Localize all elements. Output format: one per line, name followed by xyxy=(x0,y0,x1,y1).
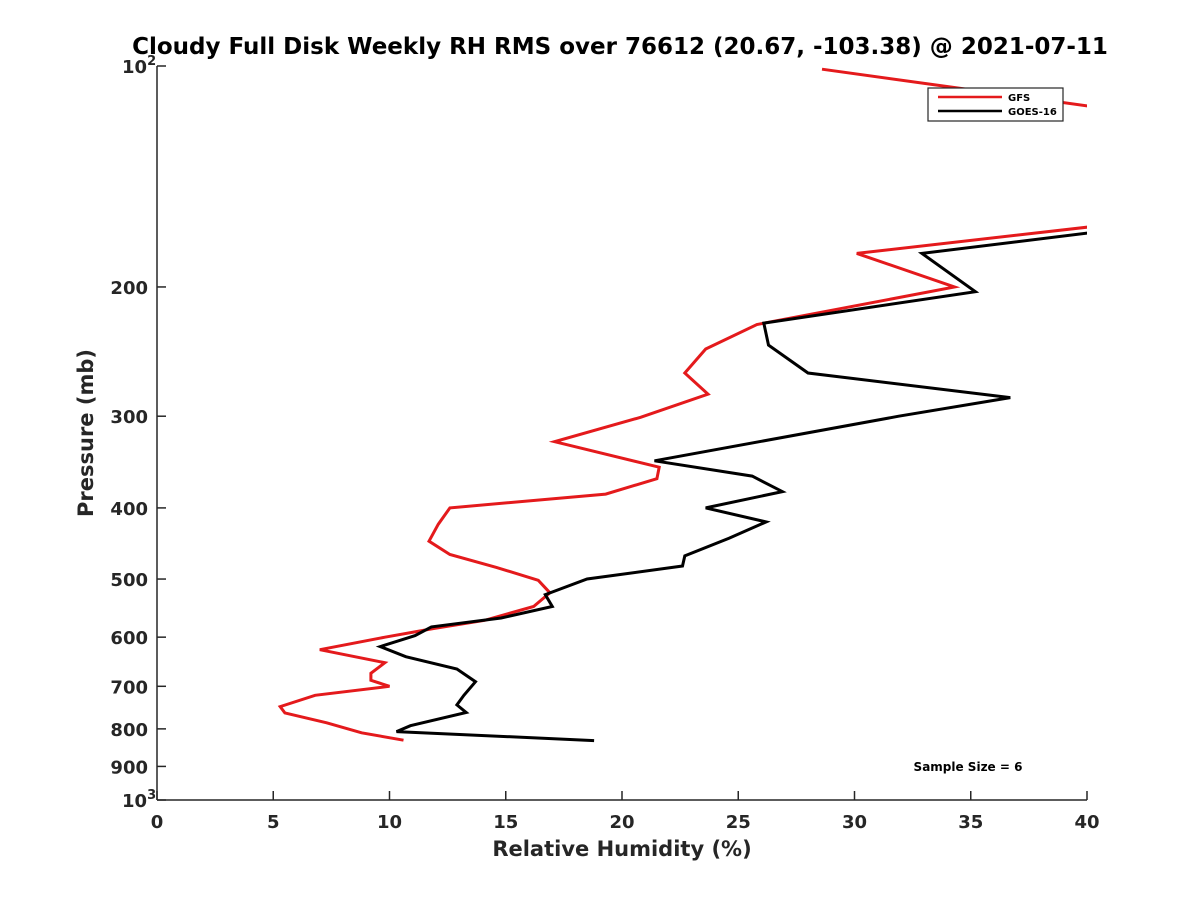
x-tick-label: 30 xyxy=(842,812,867,833)
x-tick-label: 15 xyxy=(493,812,518,833)
legend-label-gfs: GFS xyxy=(1008,93,1030,104)
y-tick-label: 900 xyxy=(110,757,148,778)
y-tick-label-power: 102 xyxy=(122,54,156,78)
x-tick-label: 40 xyxy=(1074,812,1099,833)
y-tick-label: 600 xyxy=(110,628,148,649)
legend-box xyxy=(927,87,1064,122)
x-tick-label: 20 xyxy=(609,812,634,833)
y-tick-label: 400 xyxy=(110,499,148,520)
y-tick-label: 700 xyxy=(110,677,148,698)
x-ticks: 0 5 10 15 20 25 30 35 40 xyxy=(151,791,1100,833)
y-tick-label: 500 xyxy=(110,570,148,591)
x-tick-label: 25 xyxy=(726,812,751,833)
y-tick-base: 10 xyxy=(122,791,147,812)
series-line-goes-16 xyxy=(375,231,1087,743)
axes-layer xyxy=(156,66,1087,801)
x-tick-label: 10 xyxy=(377,812,402,833)
y-axis-label: Pressure (mb) xyxy=(74,349,98,517)
x-tick-label: 5 xyxy=(267,812,280,833)
y-tick-label: 300 xyxy=(110,407,148,428)
y-tick-exponent: 3 xyxy=(147,788,156,803)
sample-size-annotation: Sample Size = 6 xyxy=(914,760,1023,774)
y-tick-label-power: 103 xyxy=(122,788,156,812)
y-tick-base: 10 xyxy=(122,57,147,78)
chart-title: Cloudy Full Disk Weekly RH RMS over 7661… xyxy=(132,34,1108,60)
series-layer xyxy=(277,67,1087,743)
series-line-gfs xyxy=(277,67,1087,742)
y-tick-label: 800 xyxy=(110,720,148,741)
legend-label-goes-16: GOES-16 xyxy=(1008,107,1057,118)
legend: GFS GOES-16 xyxy=(927,87,1064,122)
x-tick-label: 0 xyxy=(151,812,164,833)
x-axis-label: Relative Humidity (%) xyxy=(492,837,751,861)
x-tick-label: 35 xyxy=(958,812,983,833)
y-tick-exponent: 2 xyxy=(147,54,156,69)
y-tick-label: 200 xyxy=(110,278,148,299)
